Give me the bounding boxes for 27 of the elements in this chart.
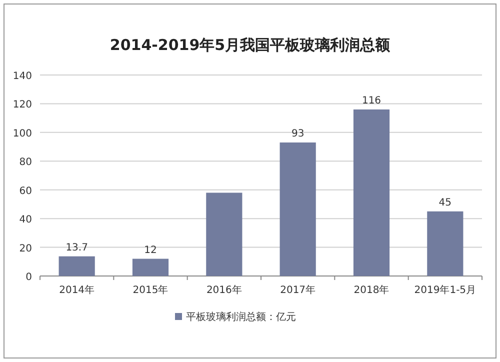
- x-tick-label: 2014年: [59, 284, 95, 296]
- data-label: 13.7: [66, 242, 88, 254]
- x-tick-label: 2016年: [206, 284, 242, 296]
- x-tick-label: 2019年1-5月: [414, 284, 476, 296]
- bar: [427, 211, 464, 276]
- y-tick-label: 120: [12, 100, 32, 111]
- y-tick-label: 40: [19, 214, 32, 226]
- data-label: 93: [291, 128, 304, 140]
- data-label: 116: [362, 95, 382, 106]
- y-tick-label: 0: [26, 272, 32, 283]
- legend-label: 平板玻璃利润总额：亿元: [186, 311, 296, 323]
- bar: [206, 192, 242, 276]
- y-tick-label: 60: [19, 186, 32, 197]
- bar: [353, 109, 390, 276]
- y-tick-label: 80: [19, 157, 32, 168]
- bar: [58, 256, 95, 276]
- y-tick-label: 20: [19, 243, 32, 254]
- x-tick-label: 2017年: [280, 284, 316, 296]
- chart-title: 2014-2019年5月我国平板玻璃利润总额: [110, 36, 392, 54]
- y-tick-label: 140: [12, 71, 32, 82]
- x-tick-label: 2015年: [132, 284, 168, 296]
- y-tick-label: 100: [12, 128, 32, 140]
- bar: [132, 258, 169, 276]
- x-tick-label: 2018年: [354, 284, 390, 296]
- data-label: 45: [438, 197, 452, 208]
- bar: [280, 142, 316, 276]
- data-label: 12: [144, 244, 157, 256]
